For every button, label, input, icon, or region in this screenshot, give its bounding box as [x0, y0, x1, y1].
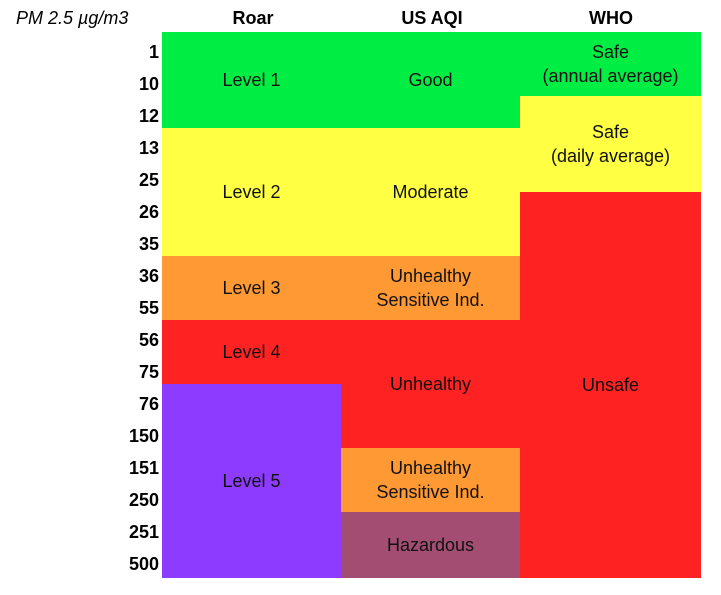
roar-level-2-block: Level 2: [162, 128, 341, 256]
pm-value: 10: [138, 74, 159, 94]
who-unsafe-block: Unsafe: [520, 192, 701, 578]
roar-level-label: Level 4: [222, 342, 281, 362]
pm-value: 76: [138, 394, 159, 414]
pm-value: 13: [138, 138, 159, 158]
pm-value: 1: [148, 42, 159, 62]
pm-value: 500: [128, 554, 159, 574]
roar-level-label: Level 5: [222, 471, 281, 491]
aqi-hazardous-block: Hazardous: [341, 512, 520, 578]
pm-value: 251: [128, 522, 159, 542]
roar-level-5-block: Level 5: [162, 384, 341, 578]
pm-value: 55: [138, 298, 159, 318]
roar-level-label: Level 2: [222, 182, 281, 202]
aqi-category-label: Moderate: [392, 182, 469, 202]
aqi-category-label: Unhealthy: [389, 374, 472, 394]
column-header-us-aqi: US AQI: [401, 8, 463, 28]
column-header-who: WHO: [589, 8, 633, 28]
roar-level-1-block: Level 1: [162, 32, 341, 128]
aqi-category-label: Hazardous: [386, 535, 475, 555]
roar-level-label: Level 3: [222, 278, 281, 298]
pm-value: 75: [138, 362, 159, 382]
pm-value: 250: [128, 490, 159, 510]
pm-value: 12: [138, 106, 159, 126]
aqi-unhealthy-block: Unhealthy: [341, 320, 520, 448]
who-safe-daily-block: Safe (daily average): [520, 96, 701, 192]
aqi-category-label: Unhealthy Sensitive Ind.: [376, 266, 485, 310]
aqi-good-block: Good: [341, 32, 520, 128]
column-header-roar: Roar: [232, 8, 274, 28]
pm-value: 56: [138, 330, 159, 350]
pm-value: 36: [138, 266, 159, 286]
aqi-unhealthy-sensitive-block-2: Unhealthy Sensitive Ind.: [341, 448, 520, 512]
pm-value: 25: [138, 170, 159, 190]
who-safe-annual-block: Safe (annual average): [520, 32, 701, 96]
who-category-label: Safe (annual average): [542, 42, 679, 86]
pm-value: 151: [128, 458, 159, 478]
unit-label: PM 2.5 µg/m3: [16, 8, 129, 28]
aqi-unhealthy-sensitive-block: Unhealthy Sensitive Ind.: [341, 256, 520, 320]
roar-level-4-block: Level 4: [162, 320, 341, 384]
roar-level-3-block: Level 3: [162, 256, 341, 320]
who-category-label: Unsafe: [581, 375, 640, 395]
aqi-category-label: Unhealthy Sensitive Ind.: [376, 458, 485, 502]
pm-value: 26: [138, 202, 159, 222]
pm-value: 35: [138, 234, 159, 254]
pm-value: 150: [128, 426, 159, 446]
roar-level-label: Level 1: [222, 70, 281, 90]
aqi-moderate-block: Moderate: [341, 128, 520, 256]
who-category-label: Safe (daily average): [550, 122, 671, 166]
aqi-category-label: Good: [408, 70, 453, 90]
